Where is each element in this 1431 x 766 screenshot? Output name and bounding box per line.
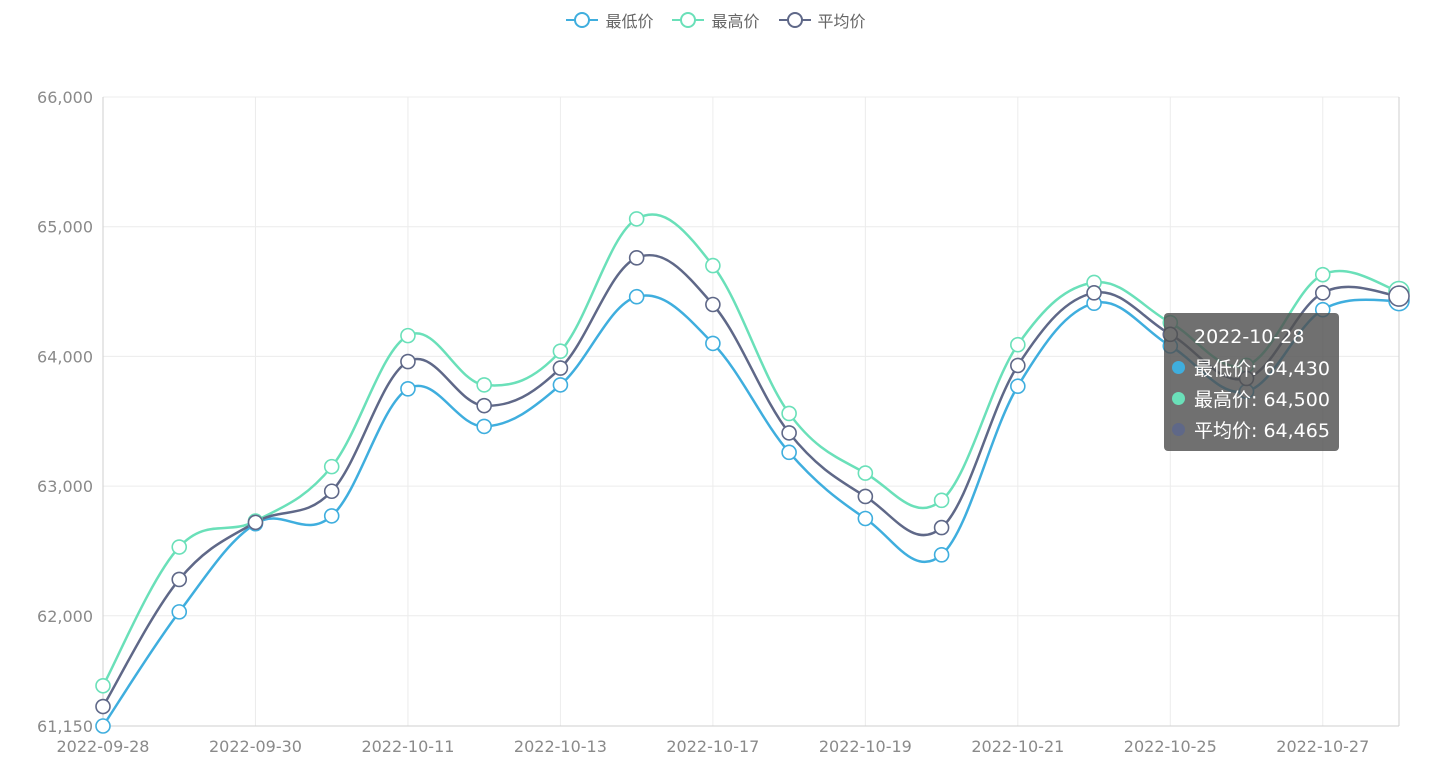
y-tick-label: 61,150 [37,717,93,736]
legend-label-low: 最低价 [605,12,654,31]
legend-swatch-low-icon [566,12,599,28]
data-point-avg [323,483,340,500]
data-point-high [933,492,950,509]
data-point-low [1010,378,1026,395]
data-point-low [857,510,874,527]
data-point-low [400,381,416,397]
data-point-avg [628,250,645,266]
x-tick-label: 2022-09-28 [57,737,150,756]
x-tick-label: 2022-10-13 [514,737,607,756]
tooltip-row-low: 最低价: 64,430 [1172,352,1339,383]
legend: 最低价 最高价 平均价 [0,8,1431,32]
data-point-avg [933,519,950,536]
x-tick-label: 2022-10-25 [1124,737,1217,756]
y-tick-label: 64,000 [37,347,93,366]
data-point-low [933,547,950,563]
data-point-high [171,539,188,555]
tooltip-dot-avg-icon [1172,423,1185,436]
legend-label-avg: 平均价 [817,12,866,31]
data-point-high [857,465,874,481]
data-point-high [400,327,416,344]
data-point-avg [1086,285,1102,301]
tooltip-row-high: 最高价: 64,500 [1172,383,1339,414]
data-point-high [1010,336,1026,353]
data-point-avg [857,488,874,505]
tooltip-label-low: 最低价: 64,430 [1194,358,1330,380]
tooltip-label-avg: 平均价: 64,465 [1194,420,1330,442]
data-point-low [628,288,645,305]
x-tick-label: 2022-10-17 [666,737,759,756]
data-point-avg [552,360,569,376]
data-point-high [628,211,645,227]
data-point-high [781,405,797,422]
data-point-high [95,677,111,694]
tooltip-title: 2022-10-28 [1194,325,1305,348]
tooltip-label-high: 最高价: 64,500 [1194,389,1330,411]
data-point-avg [705,296,721,313]
data-point-avg [1010,357,1026,374]
x-tick-label: 2022-10-19 [819,737,912,756]
data-point-avg [781,425,797,441]
tooltip-row-avg: 平均价: 64,465 [1172,414,1339,445]
tooltip: 2022-10-28 最低价: 64,430 最高价: 64,500 平均价: … [1164,313,1339,451]
data-point-avg [171,571,188,588]
legend-item-avg[interactable]: 平均价 [778,8,866,32]
data-point-low [95,718,111,734]
data-point-avg [247,514,264,531]
tooltip-dot-low-icon [1172,361,1185,374]
data-point-high [705,257,721,274]
data-point-high [476,377,492,393]
legend-swatch-high-icon [672,12,705,28]
data-point-low [552,377,569,393]
legend-item-low[interactable]: 最低价 [565,8,653,32]
legend-swatch-avg-icon [778,12,811,28]
y-tick-label: 63,000 [37,477,93,496]
data-point-avg [95,698,111,715]
data-point-avg [1388,285,1410,307]
y-tick-label: 65,000 [37,218,93,237]
data-point-low [323,508,340,524]
data-point-avg [400,353,416,370]
data-point-high [323,458,340,475]
data-point-high [1314,266,1331,283]
x-tick-label: 2022-10-27 [1276,737,1369,756]
legend-item-high[interactable]: 最高价 [671,8,760,32]
data-point-low [705,335,721,352]
legend-label-high: 最高价 [711,12,760,31]
y-tick-label: 66,000 [37,88,93,107]
x-tick-label: 2022-10-21 [971,737,1064,756]
data-point-high [552,343,569,359]
x-tick-label: 2022-09-30 [209,737,302,756]
data-point-low [171,604,188,620]
data-point-avg [1314,285,1331,301]
tooltip-dot-high-icon [1172,392,1185,405]
y-tick-label: 62,000 [37,607,93,626]
data-point-low [476,418,492,435]
data-point-avg [476,397,492,414]
data-point-low [781,444,797,461]
x-tick-label: 2022-10-11 [361,737,454,756]
